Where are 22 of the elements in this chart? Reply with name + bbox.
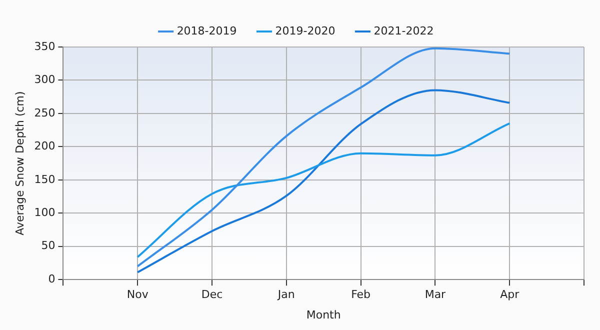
x-tick-label: Jan — [276, 288, 295, 302]
line-series — [136, 47, 511, 268]
y-tick-label: 50 — [41, 239, 56, 252]
y-tick-label: 300 — [34, 73, 56, 86]
x-tick-label: Apr — [500, 288, 520, 302]
legend-label: 2018-2019 — [176, 24, 237, 38]
x-axis-title: Month — [306, 308, 341, 322]
line-series — [136, 89, 511, 274]
x-tick-label: Feb — [351, 288, 371, 302]
y-tick-label: 350 — [34, 40, 56, 53]
y-tick-label: 250 — [34, 106, 56, 120]
y-tick-label: 100 — [34, 206, 56, 219]
legend-label: 2019-2020 — [275, 24, 336, 38]
y-tick-label: 150 — [34, 172, 56, 186]
y-axis-title: Average Snow Depth (cm) — [13, 91, 26, 236]
x-tick-label: Mar — [424, 288, 446, 302]
legend-label: 2021-2022 — [374, 24, 434, 38]
x-tick-label: Nov — [126, 288, 149, 302]
x-tick-label: Dec — [201, 288, 223, 302]
line-series — [136, 122, 511, 258]
y-tick-label: 200 — [34, 140, 56, 153]
y-tick-label: 0 — [48, 272, 56, 286]
